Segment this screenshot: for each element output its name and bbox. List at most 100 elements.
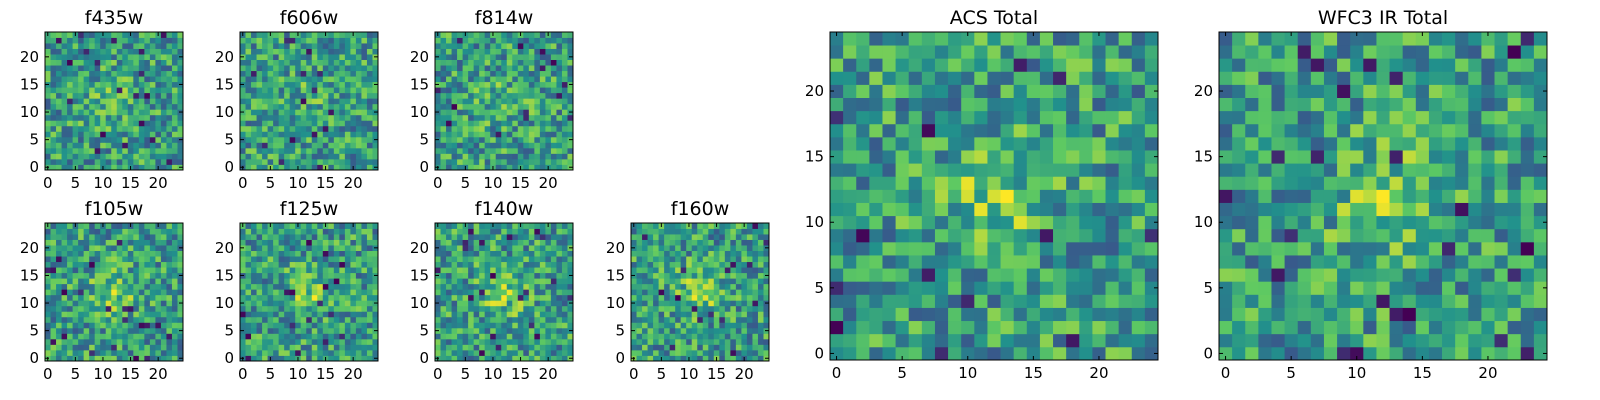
heatmap-cell — [350, 245, 357, 251]
heatmap-cell — [78, 223, 85, 229]
heatmap-cell — [89, 234, 96, 240]
heatmap-cell — [333, 158, 340, 165]
heatmap-cell — [89, 147, 96, 154]
x-tick-label: 15 — [121, 174, 140, 192]
heatmap-cell — [144, 228, 151, 235]
heatmap-cell — [479, 87, 486, 94]
heatmap-cell — [730, 250, 737, 257]
heatmap-cell — [273, 87, 280, 94]
heatmap-cell — [506, 76, 513, 83]
heatmap-cell — [708, 311, 715, 318]
heatmap-cell — [127, 136, 134, 143]
heatmap-cell — [251, 76, 257, 83]
heatmap-cell — [89, 256, 96, 263]
heatmap-cell — [105, 92, 112, 99]
heatmap-cell — [512, 349, 519, 356]
heatmap-cell — [105, 355, 112, 362]
heatmap-cell — [545, 114, 552, 121]
heatmap-cell — [78, 305, 85, 312]
heatmap-cell — [561, 43, 568, 49]
heatmap-cell — [256, 43, 263, 49]
heatmap-cell — [256, 142, 263, 149]
heatmap-cell — [653, 355, 659, 362]
heatmap-cell — [355, 32, 362, 38]
heatmap-cell — [344, 333, 351, 340]
heatmap-cell — [561, 164, 568, 171]
heatmap-cell — [724, 239, 731, 246]
heatmap-cell — [735, 316, 742, 323]
heatmap-cell — [273, 327, 280, 334]
heatmap-cell — [843, 333, 857, 348]
heatmap-cell — [512, 136, 519, 143]
heatmap-cell — [468, 103, 475, 110]
heatmap-cell — [278, 147, 285, 154]
heatmap-cell — [490, 142, 497, 149]
heatmap-cell — [435, 294, 441, 301]
heatmap-cell — [435, 87, 441, 94]
heatmap-cell — [1000, 255, 1015, 269]
heatmap-cell — [974, 268, 988, 282]
heatmap-cell — [512, 147, 519, 154]
heatmap-cell — [133, 272, 140, 279]
heatmap-cell — [240, 37, 246, 44]
heatmap-cell — [133, 300, 140, 307]
heatmap-cell — [144, 76, 151, 83]
heatmap-cell — [882, 255, 896, 269]
heatmap-cell — [642, 327, 648, 334]
heatmap-cell — [921, 333, 936, 348]
heatmap-cell — [501, 87, 508, 94]
heatmap-cell — [105, 131, 112, 138]
heatmap-cell — [278, 120, 285, 127]
heatmap-cell — [300, 65, 307, 72]
heatmap-cell — [166, 349, 173, 356]
heatmap-cell — [556, 147, 563, 154]
heatmap-cell — [484, 98, 491, 105]
heatmap-cell — [741, 300, 748, 307]
heatmap-cell — [100, 239, 107, 246]
heatmap-cell — [306, 65, 313, 72]
heatmap-cell — [473, 327, 480, 334]
heatmap-cell — [311, 142, 318, 149]
heatmap-cell — [484, 164, 491, 171]
heatmap-cell — [344, 65, 351, 72]
heatmap-cell — [295, 267, 302, 274]
heatmap-cell — [366, 228, 373, 235]
heatmap-cell — [653, 344, 659, 351]
heatmap-cell — [446, 261, 452, 268]
heatmap-cell — [567, 223, 574, 229]
heatmap-cell — [934, 189, 949, 203]
heatmap-cell — [987, 163, 1001, 177]
heatmap-cell — [240, 153, 246, 160]
heatmap-cell — [306, 239, 313, 246]
y-tick-label: 20 — [410, 239, 429, 257]
heatmap-cell — [350, 333, 357, 340]
heatmap-cell — [311, 32, 318, 38]
heatmap-cell — [267, 327, 274, 334]
heatmap-cell — [528, 76, 535, 83]
heatmap-cell — [501, 245, 508, 251]
heatmap-cell — [177, 322, 184, 329]
heatmap-cell — [322, 349, 329, 356]
heatmap-cell — [664, 300, 671, 307]
heatmap-cell — [686, 305, 693, 312]
heatmap-cell — [350, 158, 357, 165]
heatmap-cell — [105, 305, 112, 312]
heatmap-cell — [267, 59, 274, 66]
heatmap-cell — [300, 239, 307, 246]
heatmap-cell — [1066, 215, 1080, 230]
heatmap-cell — [479, 234, 486, 240]
heatmap-cell — [78, 59, 85, 66]
heatmap-cell — [133, 98, 140, 105]
heatmap-cell — [251, 338, 257, 345]
heatmap-cell — [366, 48, 373, 55]
heatmap-cell — [240, 92, 246, 99]
heatmap-cell — [934, 281, 949, 295]
heatmap-cell — [317, 120, 324, 127]
heatmap-cell — [138, 109, 145, 116]
heatmap-cell — [534, 316, 541, 323]
heatmap-cell — [556, 272, 563, 279]
heatmap-cell — [306, 322, 313, 329]
heatmap-cell — [528, 245, 535, 251]
heatmap-cell — [647, 294, 654, 301]
heatmap-cell — [741, 305, 748, 312]
